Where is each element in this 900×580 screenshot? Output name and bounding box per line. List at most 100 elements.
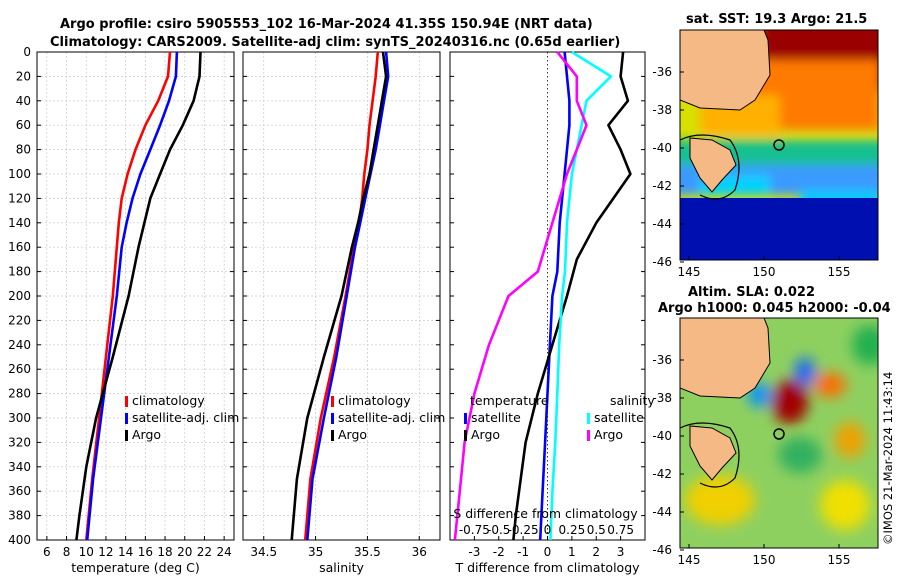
depth-tick-label: 320: [8, 435, 31, 449]
depth-tick-label: 40: [16, 94, 31, 108]
x-tick-label: 35.5: [354, 545, 381, 559]
sst-lat-label: -36: [652, 65, 672, 79]
legend-swatch: [331, 430, 334, 441]
depth-tick-label: 200: [8, 289, 31, 303]
header-line2: Climatology: CARS2009. Satellite-adj cli…: [50, 35, 620, 50]
depth-tick-label: 20: [16, 69, 31, 83]
legend-label: satellite: [594, 410, 644, 425]
imos-credit: ©IMOS 21-Mar-2024 11:43:14: [881, 372, 895, 545]
sst-argo-marker: [773, 139, 785, 151]
x-tick-label: 12: [98, 545, 113, 559]
depth-tick-label: 240: [8, 338, 31, 352]
x-tick-label: 16: [138, 545, 153, 559]
legend-swatch: [587, 413, 590, 424]
sst-lon-label: 150: [753, 265, 776, 279]
profile-panel-2: 34.5 35 35.5 36 salinity climatology satellite…: [242, 51, 445, 575]
depth-tick-label: 280: [8, 387, 31, 401]
sla-lon-label: 155: [828, 553, 851, 567]
series-t-argo: [512, 51, 632, 541]
sst-lat-label: -38: [652, 103, 672, 117]
sla-lat-label: -40: [652, 429, 672, 443]
legend-label: Argo: [132, 427, 161, 442]
sla-map: [679, 317, 879, 549]
sst-lat-label: -42: [652, 179, 672, 193]
depth-tick-label: 140: [8, 216, 31, 230]
sst-lon-label: 145: [678, 265, 701, 279]
series-argo: [290, 51, 388, 541]
s-tick-label: 0.75: [607, 523, 634, 537]
legend-swatch: [464, 413, 467, 424]
depth-tick-label: 120: [8, 191, 31, 205]
depth-tick-label: 360: [8, 484, 31, 498]
depth-tick-label: 340: [8, 460, 31, 474]
legend-label: Argo: [594, 427, 623, 442]
header-line1: Argo profile: csiro 5905553_102 16-Mar-2…: [60, 17, 593, 32]
depth-tick-label: 300: [8, 411, 31, 425]
depth-tick-label: 60: [16, 118, 31, 132]
series-argo: [75, 51, 202, 541]
x-axis-label: salinity: [319, 560, 364, 575]
x-tick-label: 22: [197, 545, 212, 559]
x-tick-label: 20: [177, 545, 192, 559]
depth-tick-label: 100: [8, 167, 31, 181]
x-tick-label: 8: [63, 545, 71, 559]
depth-tick-label: 160: [8, 240, 31, 254]
legend-swatch: [125, 430, 128, 441]
x-tick-label: 3: [617, 545, 625, 559]
legend-swatch: [587, 430, 590, 441]
sst-lat-label: -44: [652, 217, 672, 231]
depth-tick-label: 80: [16, 143, 31, 157]
x-tick-label: 36: [412, 545, 427, 559]
legend-label: satellite: [471, 410, 521, 425]
legend-label: Argo: [338, 427, 367, 442]
sla-lon-label: 145: [678, 553, 701, 567]
depth-tick-label: 400: [8, 533, 31, 547]
depth-tick-label: 380: [8, 509, 31, 523]
sla-lat-label: -36: [652, 353, 672, 367]
sst-lat-label: -46: [652, 255, 672, 269]
sst-map: [679, 29, 879, 261]
x-axis-label: T difference from climatology: [454, 560, 640, 575]
depth-tick-label: 220: [8, 313, 31, 327]
sst-title: sat. SST: 19.3 Argo: 21.5: [686, 12, 867, 27]
legend-label: Argo: [471, 427, 500, 442]
depth-tick-label: 260: [8, 362, 31, 376]
legend-swatch: [125, 396, 128, 407]
sla-lat-label: -42: [652, 467, 672, 481]
depth-axis: 0 20 40 60 80 100 120 140 160 180 200 220 240 260 280 3…: [8, 45, 645, 547]
x-tick-label: 34.5: [250, 545, 277, 559]
x-tick-label: -2: [493, 545, 505, 559]
x-tick-label: -3: [468, 545, 480, 559]
sla-lat-label: -46: [652, 543, 672, 557]
x-tick-label: 2: [592, 545, 600, 559]
legend-label: climatology: [338, 393, 411, 408]
x-tick-label: 14: [118, 545, 133, 559]
legend-swatch: [125, 413, 128, 424]
series-s-satellite: [549, 50, 613, 541]
s-diff-label: S difference from climatology: [453, 506, 638, 521]
x-tick-label: 18: [157, 545, 172, 559]
series-climatology: [85, 51, 172, 541]
s-tick-label: -0.25: [508, 523, 539, 537]
sst-lat-label: -40: [652, 141, 672, 155]
depth-tick-label: 0: [23, 45, 31, 59]
sla-title: Altim. SLA: 0.022: [688, 285, 815, 300]
s-tick-label: 0.25: [559, 523, 586, 537]
depth-tick-label: 180: [8, 265, 31, 279]
profile-panel-3: -3 -2 -1 0 1 2 3T difference from climatology t…: [449, 50, 655, 575]
s-tick-label: 0.5: [587, 523, 606, 537]
legend-label: satellite-adj. clim: [338, 410, 445, 425]
sla-lon-label: 150: [753, 553, 776, 567]
x-tick-label: 24: [217, 545, 232, 559]
sla-lat-label: -44: [652, 505, 672, 519]
series-t-satellite: [538, 51, 571, 541]
x-axis-label: temperature (deg C): [71, 560, 200, 575]
legend-label: satellite-adj. clim: [132, 410, 239, 425]
series-satellite-adj-clim: [306, 51, 390, 541]
legend-swatch: [331, 413, 334, 424]
sla-argo-marker: [773, 428, 785, 440]
legend-swatch: [331, 396, 334, 407]
legend-label: climatology: [132, 393, 205, 408]
profile-panel-1: 6 8 10 12 14 16 18 20 22 24 temperature (deg C) cli…: [36, 51, 239, 575]
